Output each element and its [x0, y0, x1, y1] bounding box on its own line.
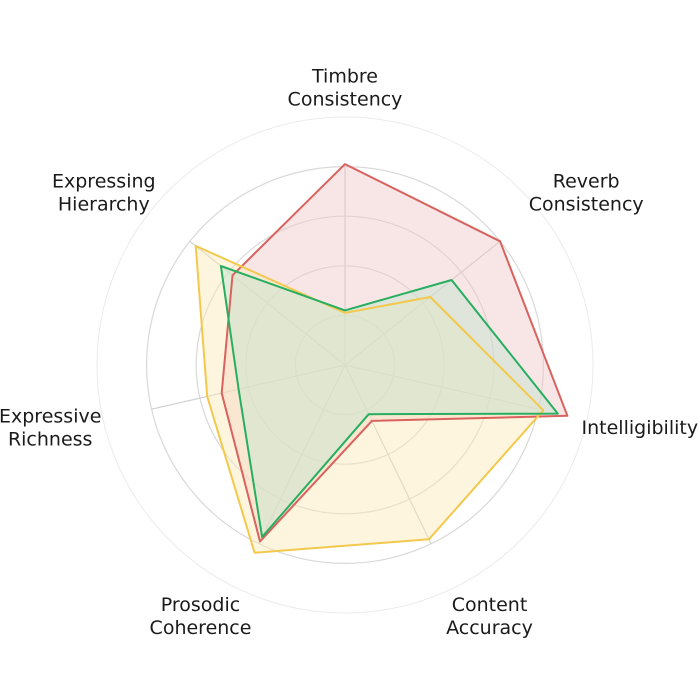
series-line [220, 163, 569, 543]
series-line [194, 244, 545, 554]
grid-spoke [151, 364, 346, 410]
axis-label: Prosodic Coherence [150, 594, 252, 639]
axis-label: Expressing Hierarchy [52, 170, 156, 215]
grid-ring [96, 116, 594, 614]
grid-spoke [258, 364, 346, 545]
grid-spoke [344, 364, 432, 545]
grid-spoke [344, 364, 539, 410]
grid-spoke [344, 240, 501, 366]
axis-label: Intelligibility [582, 417, 699, 439]
axis-label: Timbre Consistency [288, 66, 403, 111]
grid-spoke [189, 240, 346, 366]
axis-labels: Timbre Consistency Reverb Consistency Intell… [0, 66, 698, 639]
radar-grid [96, 116, 594, 614]
axis-label: Reverb Consistency [529, 170, 644, 215]
radar-series [194, 163, 569, 554]
axis-label: Expressive Richness [0, 405, 101, 450]
axis-label: Content Accuracy [446, 594, 533, 639]
series-area [220, 266, 558, 537]
series-area [195, 245, 544, 553]
series-area [221, 164, 568, 542]
series-line [219, 265, 559, 538]
